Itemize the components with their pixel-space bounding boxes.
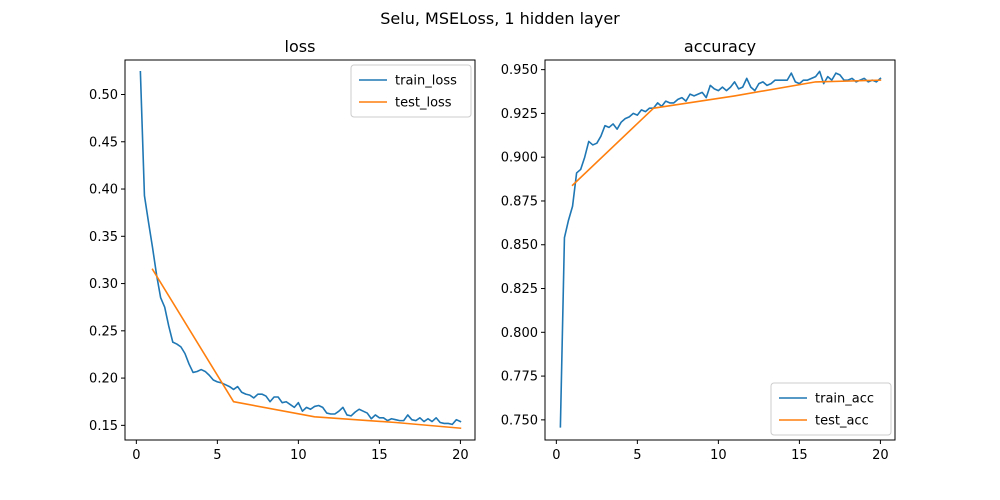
accuracy-series-test-acc — [571, 79, 882, 187]
accuracy-x-tick-label: 10 — [710, 448, 727, 463]
loss-legend-box — [350, 64, 472, 118]
loss-series-train-loss — [139, 70, 462, 426]
loss-y-tick-label: 0.40 — [89, 183, 118, 198]
accuracy-legend: train_acc test_acc — [770, 382, 892, 436]
loss-legend: train_loss test_loss — [350, 64, 472, 118]
accuracy-legend-box — [770, 382, 892, 436]
loss-y-tick-label: 0.25 — [89, 324, 118, 339]
accuracy-x-tick-label: 5 — [633, 448, 641, 463]
accuracy-y-tick-label: 0.800 — [501, 326, 538, 341]
loss-panel-title: loss — [285, 37, 316, 56]
loss-y-tick-label: 0.35 — [89, 230, 118, 245]
loss-panel: loss 0 5 10 15 20 0.15 0.20 0.25 0.30 0.35 0.40 0.4… — [89, 37, 476, 463]
loss-x-tick-label: 20 — [452, 448, 469, 463]
accuracy-y-tick-label: 0.950 — [501, 63, 538, 78]
loss-x-tick-label: 0 — [132, 448, 140, 463]
accuracy-y-tick-label: 0.775 — [501, 370, 538, 385]
loss-y-tick-label: 0.30 — [89, 277, 118, 292]
accuracy-y-tick-label: 0.900 — [501, 151, 538, 166]
loss-y-tick-label: 0.50 — [89, 88, 118, 103]
accuracy-x-tick-label: 15 — [791, 448, 808, 463]
loss-y-tick-label: 0.15 — [89, 419, 118, 434]
loss-x-tick-label: 15 — [371, 448, 388, 463]
accuracy-legend-label-test-acc: test_acc — [815, 414, 869, 429]
accuracy-panel-title: accuracy — [684, 37, 756, 56]
accuracy-panel: accuracy 0 5 10 15 20 0.750 0.775 0.800 0.825 0.8… — [501, 37, 896, 463]
accuracy-series-train-acc — [559, 70, 882, 428]
accuracy-y-tick-label: 0.875 — [501, 194, 538, 209]
accuracy-y-tick-label: 0.825 — [501, 282, 538, 297]
loss-x-tick-label: 5 — [213, 448, 221, 463]
accuracy-y-tick-label: 0.925 — [501, 107, 538, 122]
accuracy-legend-label-train-acc: train_acc — [815, 392, 874, 407]
loss-y-tick-label: 0.20 — [89, 372, 118, 387]
loss-legend-label-train-loss: train_loss — [395, 74, 457, 89]
accuracy-y-tick-label: 0.850 — [501, 238, 538, 253]
loss-x-tick-label: 10 — [290, 448, 307, 463]
figure-suptitle: Selu, MSELoss, 1 hidden layer — [380, 9, 620, 28]
accuracy-axes-frame — [544, 59, 896, 441]
accuracy-x-tick-label: 0 — [552, 448, 560, 463]
accuracy-y-tick-label: 0.750 — [501, 413, 538, 428]
loss-series-test-loss — [151, 268, 462, 430]
loss-axes-frame — [124, 59, 476, 441]
loss-legend-label-test-loss: test_loss — [395, 96, 452, 111]
accuracy-x-tick-label: 20 — [872, 448, 889, 463]
loss-y-tick-label: 0.45 — [89, 135, 118, 150]
